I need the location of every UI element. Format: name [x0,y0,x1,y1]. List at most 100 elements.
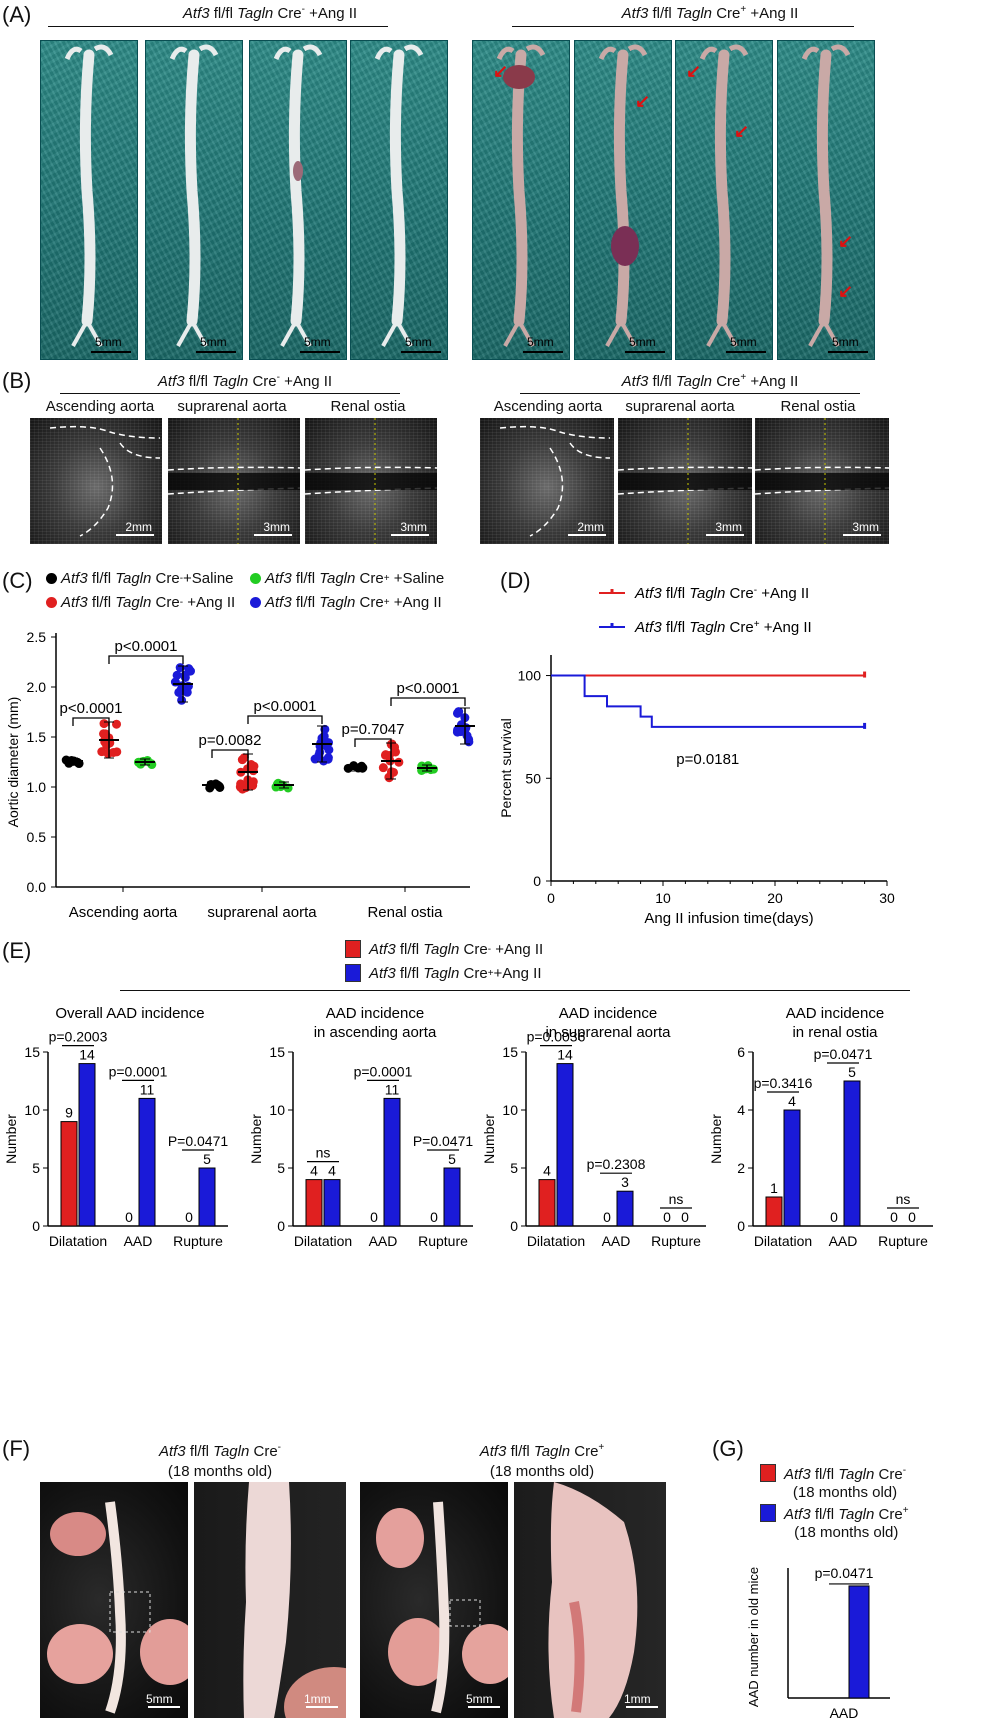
panel-c-scatter-chart: 0.0 0.5 1.0 1.5 2.0 2.5 Aortic diameter (mm) As… [5,629,475,921]
us-region-title: Renal ostia [780,398,856,415]
aorta-vessel [816,49,833,327]
bar-value-label: 11 [385,1081,400,1097]
x-tick-label: Dilatation [294,1233,352,1249]
bar-value-label: 11 [140,1081,155,1097]
chart-title: AAD incidence [326,1005,424,1022]
scale-label: 5mm [466,1692,493,1706]
ultrasound-image: 3mm [755,418,889,544]
aorta-vessel [511,49,528,327]
x-tick-label: Rupture [878,1233,928,1249]
bar-value-label: 0 [370,1209,378,1225]
bar-cre-pos [198,1167,216,1227]
x-tick-label: Rupture [173,1233,223,1249]
data-point [248,766,258,776]
aorta-photo: 5mm [40,40,138,360]
arch-branch [496,44,546,61]
red-arrow-icon: ↙ [734,121,750,141]
aorta-photo: 5mm [249,40,347,360]
y-tick-label: 15 [269,1044,285,1060]
us-region-title: suprarenal aorta [625,398,735,415]
y-tick-label: 0 [277,1218,285,1234]
y-tick-label: 10 [502,1102,518,1118]
scale-bar [843,534,881,536]
aorta-vessel [389,49,406,327]
p-value-label: p=0.2003 [49,1029,108,1045]
chart-subtitle: in ascending aorta [314,1024,437,1041]
panel-b-group-neg-title: Atf3 fl/fl Tagln Cre- +Ang II [157,372,333,390]
x-tick-label: 30 [879,890,895,906]
p-value-label: p=0.0471 [814,1046,873,1062]
panel-a-letter: (A) [2,2,32,27]
arch-branch [273,44,323,61]
bar-cre-pos [383,1097,401,1227]
bar-value-label: 14 [79,1047,95,1063]
bar-cre-neg [765,1196,783,1227]
iliac-branch [176,320,208,347]
data-point [108,747,118,757]
scale-bar [196,351,236,353]
scale-label: 5mm [405,335,432,349]
iliac-branch [605,320,637,347]
scale-bar [91,351,131,353]
data-point [381,750,391,760]
scale-bar [625,351,665,353]
aorta-image [699,44,749,347]
aorta-image [598,44,648,347]
scale-label: 5mm [95,335,122,349]
panel-f-letter: (F) [2,1436,31,1461]
legend-dot-blue [250,597,261,608]
scale-label: 3mm [263,520,290,534]
scale-label: 1mm [304,1692,331,1706]
hematoma [293,161,303,181]
bar-cre-pos [556,1063,574,1227]
p-value-label: p<0.0001 [254,698,317,715]
bar-value-label: 0 [681,1209,689,1225]
p-value-label: p=0.0036 [527,1029,586,1045]
panel-d-survival-chart: 0 50 100 0 10 20 30 Ang II infusion time(days) P… [498,585,895,928]
ultrasound-image: 2mm [480,418,614,544]
y-tick-label: 5 [277,1160,285,1176]
legend-dot-red [46,597,57,608]
bar-cre-pos [323,1179,341,1227]
p-value-label: p=0.0001 [354,1063,413,1079]
scale-label: 5mm [832,335,859,349]
legend-label-part: Tagln [689,619,725,636]
us-region-title: Renal ostia [330,398,406,415]
vessel-wall [755,487,889,495]
arch-branch [699,44,749,61]
panel-f-neg-whole-photo: 5mm [40,1482,188,1718]
scale-bar [828,351,868,353]
bar-value-label: 0 [603,1209,611,1225]
aorta-photo: ↙ 5mm [574,40,672,360]
us-region-title: suprarenal aorta [177,398,287,415]
panel-f-pos-whole-photo: 5mm [360,1482,508,1718]
y-tick-label: 15 [502,1044,518,1060]
significance-bracket [211,749,249,758]
vessel-wall [168,466,300,471]
panel-e-letter: (E) [2,938,32,963]
scale-bar [116,534,154,536]
aorta-image [64,44,114,347]
bar-value-label: 0 [908,1209,916,1225]
bar-cre-pos [78,1063,96,1227]
panel-f-pos-title: Atf3 fl/fl Tagln Cre+ (18 months old) [479,1442,605,1480]
scale-bar [300,351,340,353]
y-tick-label: 0 [32,1218,40,1234]
vessel-wall [618,487,752,495]
data-point [323,753,333,763]
legend-g-red-square [760,1464,776,1482]
x-tick-label: suprarenal aorta [207,904,317,921]
arch-branch [801,44,851,61]
legend-saline-neg: Atf3 fl/fl Tagln Cre - +Saline [46,570,234,587]
arch-branch [64,44,114,61]
scale-bar [148,1706,180,1708]
p-value-label: ns [896,1191,911,1207]
bar-value-label: 4 [543,1163,551,1179]
iliac-branch [808,320,840,347]
p-value-label: P=0.0471 [413,1133,474,1149]
data-point [172,670,182,680]
scale-label: 1mm [624,1692,651,1706]
data-point [456,727,466,737]
significance-bracket [247,715,323,724]
vessel-wall [49,425,161,439]
